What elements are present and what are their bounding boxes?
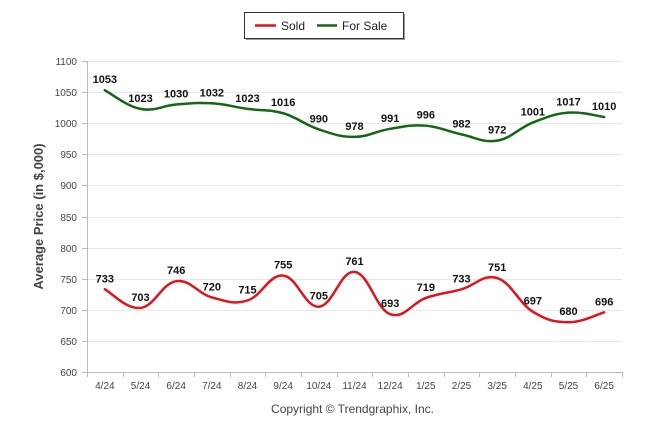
x-tick-label: 5/24: [131, 381, 151, 392]
data-label-sold: 703: [131, 292, 149, 304]
data-label-for-sale: 1023: [128, 93, 152, 105]
data-label-sold: 693: [381, 298, 399, 310]
x-tick-label: 5/25: [559, 381, 579, 392]
y-tick-label-650: 650: [60, 337, 77, 348]
data-label-sold: 755: [274, 260, 292, 272]
data-label-for-sale: 1053: [93, 74, 117, 86]
data-label-sold: 719: [417, 282, 435, 294]
y-tick-label-900: 900: [60, 181, 77, 192]
data-label-for-sale: 972: [488, 125, 506, 137]
x-tick-label: 10/24: [306, 381, 331, 392]
data-label-for-sale: 1030: [164, 89, 188, 101]
data-label-sold: 761: [345, 256, 363, 268]
x-tick-label: 1/25: [416, 381, 436, 392]
x-tick-label: 8/24: [238, 381, 258, 392]
y-axis-title: Average Price (in $,000): [31, 143, 46, 289]
axes: 600 650 700 750 800 850 900 950 1000 1050 1100 4/24…: [55, 57, 623, 392]
legend-label-sold: Sold: [281, 19, 305, 33]
data-label-for-sale: 978: [345, 121, 363, 133]
data-label-for-sale: 1023: [235, 93, 259, 105]
data-label-for-sale: 1010: [592, 101, 616, 113]
series-line-sold: [103, 270, 606, 324]
y-tick-label-700: 700: [60, 306, 77, 317]
y-tick-label-850: 850: [60, 213, 77, 224]
data-label-for-sale: 990: [310, 113, 328, 125]
x-tick-label: 9/24: [273, 381, 293, 392]
y-tick-label-950: 950: [60, 150, 77, 161]
data-label-for-sale: 996: [417, 110, 435, 122]
x-tick-label: 6/25: [594, 381, 614, 392]
copyright-footer: Copyright © Trendgraphix, Inc.: [271, 402, 434, 416]
data-label-for-sale: 1017: [556, 97, 580, 109]
data-label-for-sale: 991: [381, 113, 399, 125]
series-line-for-sale: [103, 88, 606, 143]
data-label-for-sale: 982: [452, 118, 470, 130]
data-label-sold: 696: [595, 296, 613, 308]
y-tick-label-1000: 1000: [55, 119, 78, 130]
data-label-for-sale: 1001: [521, 107, 545, 119]
x-tick-label: 3/25: [487, 381, 507, 392]
y-tick-label-750: 750: [60, 275, 77, 286]
data-label-for-sale: 1032: [200, 87, 224, 99]
x-tick-label: 7/24: [202, 381, 222, 392]
grid: [87, 61, 622, 373]
y-tick-label-600: 600: [60, 368, 77, 379]
data-label-sold: 733: [96, 273, 114, 285]
legend: Sold For Sale: [244, 12, 405, 40]
y-tick-label-1050: 1050: [55, 88, 78, 99]
x-tick-label: 4/24: [95, 381, 115, 392]
y-tick-label-1100: 1100: [55, 57, 77, 68]
data-label-sold: 697: [524, 296, 542, 308]
data-label-sold: 705: [310, 291, 328, 303]
x-tick-label: 11/24: [342, 381, 367, 392]
series-lines: [103, 88, 606, 324]
legend-label-for-sale: For Sale: [342, 19, 388, 33]
data-label-for-sale: 1016: [271, 97, 295, 109]
data-label-sold: 733: [452, 273, 470, 285]
data-label-sold: 720: [203, 281, 221, 293]
x-tick-label: 4/25: [523, 381, 543, 392]
y-tick-label-800: 800: [60, 244, 77, 255]
data-labels: 733 703 746 720 715 755 705 761 693 719 733 751 697 6…: [93, 74, 617, 318]
data-label-sold: 746: [167, 265, 185, 277]
data-label-sold: 680: [559, 306, 577, 318]
x-tick-label: 12/24: [378, 381, 403, 392]
x-tick-label: 6/24: [166, 381, 186, 392]
data-label-sold: 751: [488, 262, 506, 274]
data-label-sold: 715: [238, 284, 256, 296]
x-tick-label: 2/25: [452, 381, 472, 392]
